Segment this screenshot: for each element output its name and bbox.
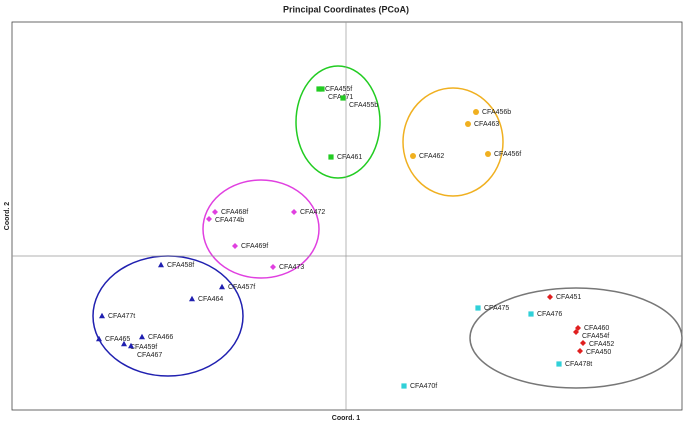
point-label: CFA458f (167, 262, 194, 269)
point-label: CFA456b (482, 109, 511, 116)
point (270, 264, 276, 270)
point-label: CFA474b (215, 217, 244, 224)
point (465, 121, 471, 127)
point-label: CFA475 (484, 305, 509, 312)
point (485, 151, 491, 157)
ellipse (295, 65, 381, 179)
point-label: CFA477t (108, 313, 135, 320)
point (316, 86, 322, 92)
point-label: CFA467 (137, 352, 162, 359)
point (189, 295, 195, 302)
point-label: CFA457f (228, 284, 255, 291)
point (232, 243, 238, 249)
y-axis-label: Coord. 2 (4, 202, 11, 230)
point (410, 153, 416, 159)
point (139, 333, 145, 340)
point-label: CFA470f (410, 383, 437, 390)
point-label: CFA473 (279, 264, 304, 271)
point-label: CFA461 (337, 154, 362, 161)
point-label: CFA469f (241, 243, 268, 250)
point-label: CFA462 (419, 153, 444, 160)
point (158, 261, 164, 268)
point-label: CFA450 (586, 349, 611, 356)
point (547, 294, 553, 300)
point-label: CFA460 (584, 325, 609, 332)
point (528, 311, 534, 317)
point-label: CFA455f (325, 86, 352, 93)
point-label: CFA459f (130, 344, 157, 351)
point-label: CFA468f (221, 209, 248, 216)
point (212, 209, 218, 215)
plot-frame (11, 21, 683, 411)
chart-title: Principal Coordinates (PCoA) (283, 4, 409, 14)
point-label: CFA464 (198, 296, 223, 303)
point (475, 305, 481, 311)
point-label: CFA451 (556, 294, 581, 301)
point (96, 335, 102, 342)
point-label: CFA472 (300, 209, 325, 216)
point (328, 154, 334, 160)
point-label: CFA478t (565, 361, 592, 368)
point (473, 109, 479, 115)
point (573, 329, 579, 335)
point (291, 209, 297, 215)
point-label: CFA465 (105, 336, 130, 343)
point (401, 383, 407, 389)
point (556, 361, 562, 367)
ellipse (469, 287, 683, 389)
point (340, 95, 346, 101)
point (128, 342, 134, 349)
point (99, 312, 105, 319)
ellipse (402, 87, 504, 197)
point (577, 348, 583, 354)
point (121, 340, 127, 347)
point-label: CFA463 (474, 121, 499, 128)
x-axis-label: Coord. 1 (332, 415, 360, 422)
ellipse (202, 179, 320, 279)
point-label: CFA466 (148, 334, 173, 341)
point (219, 283, 225, 290)
point-label: CFA454f (582, 333, 609, 340)
point-label: CFA476 (537, 311, 562, 318)
point (206, 216, 212, 222)
point (580, 340, 586, 346)
point-label: CFA456f (494, 151, 521, 158)
point-label: CFA452 (589, 341, 614, 348)
point-label: CFA455b (349, 102, 378, 109)
point (319, 86, 325, 92)
